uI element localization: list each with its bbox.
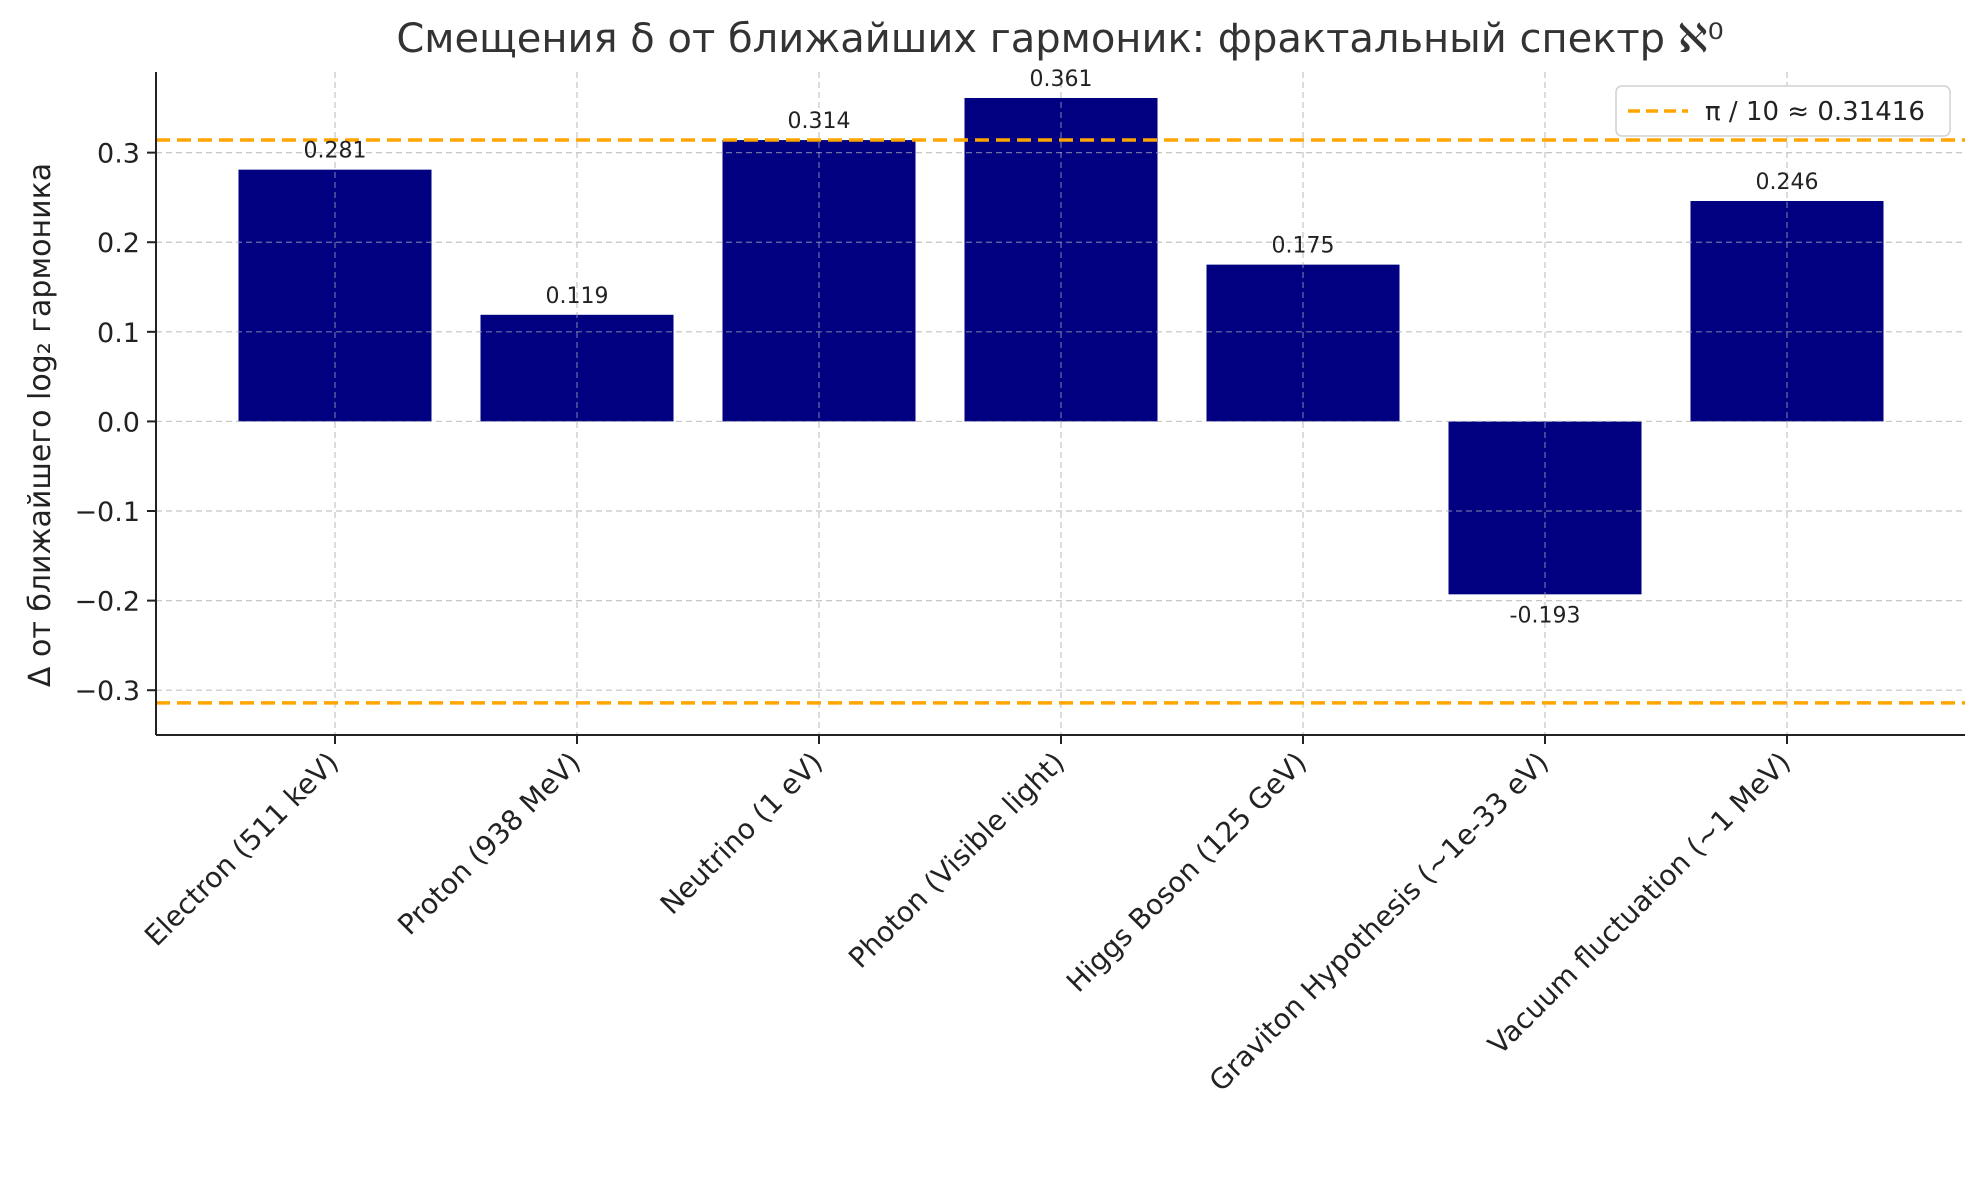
y-tick-label: 0.0 [97, 407, 140, 438]
axes [147, 72, 1965, 744]
chart-title: Смещения δ от ближайших гармоник: фракта… [396, 16, 1723, 62]
legend-label: π / 10 ≈ 0.31416 [1705, 97, 1925, 127]
x-tick-label: Photon (Visible light) [842, 746, 1071, 975]
bars [238, 97, 1884, 595]
y-axis-title: Δ от ближайшего log₂ гармоника [23, 163, 58, 687]
reference-lines [156, 72, 1965, 735]
data-label: 0.246 [1756, 170, 1819, 195]
x-tick-label: Higgs Boson (125 GeV) [1060, 746, 1313, 999]
legend: π / 10 ≈ 0.31416 [1615, 85, 1951, 137]
data-label: 0.314 [788, 109, 851, 134]
legend-box [1615, 85, 1951, 137]
y-tick-label: −0.2 [74, 587, 140, 618]
y-tick-label: 0.1 [97, 318, 140, 349]
x-tick-label: Neutrino (1 eV) [654, 746, 829, 921]
x-tick-label: Proton (938 MeV) [391, 746, 587, 942]
x-tick-label: Electron (511 keV) [138, 746, 345, 953]
data-label: 0.175 [1272, 234, 1335, 259]
data-label: 0.361 [1030, 67, 1093, 92]
data-label: -0.193 [1510, 603, 1581, 628]
y-tick-label: 0.2 [97, 228, 140, 259]
data-label: 0.281 [304, 139, 367, 164]
y-tick-label: −0.3 [74, 676, 140, 707]
y-tick-label: 0.3 [97, 139, 140, 170]
y-tick-label: −0.1 [74, 497, 140, 528]
data-label: 0.119 [546, 284, 609, 309]
